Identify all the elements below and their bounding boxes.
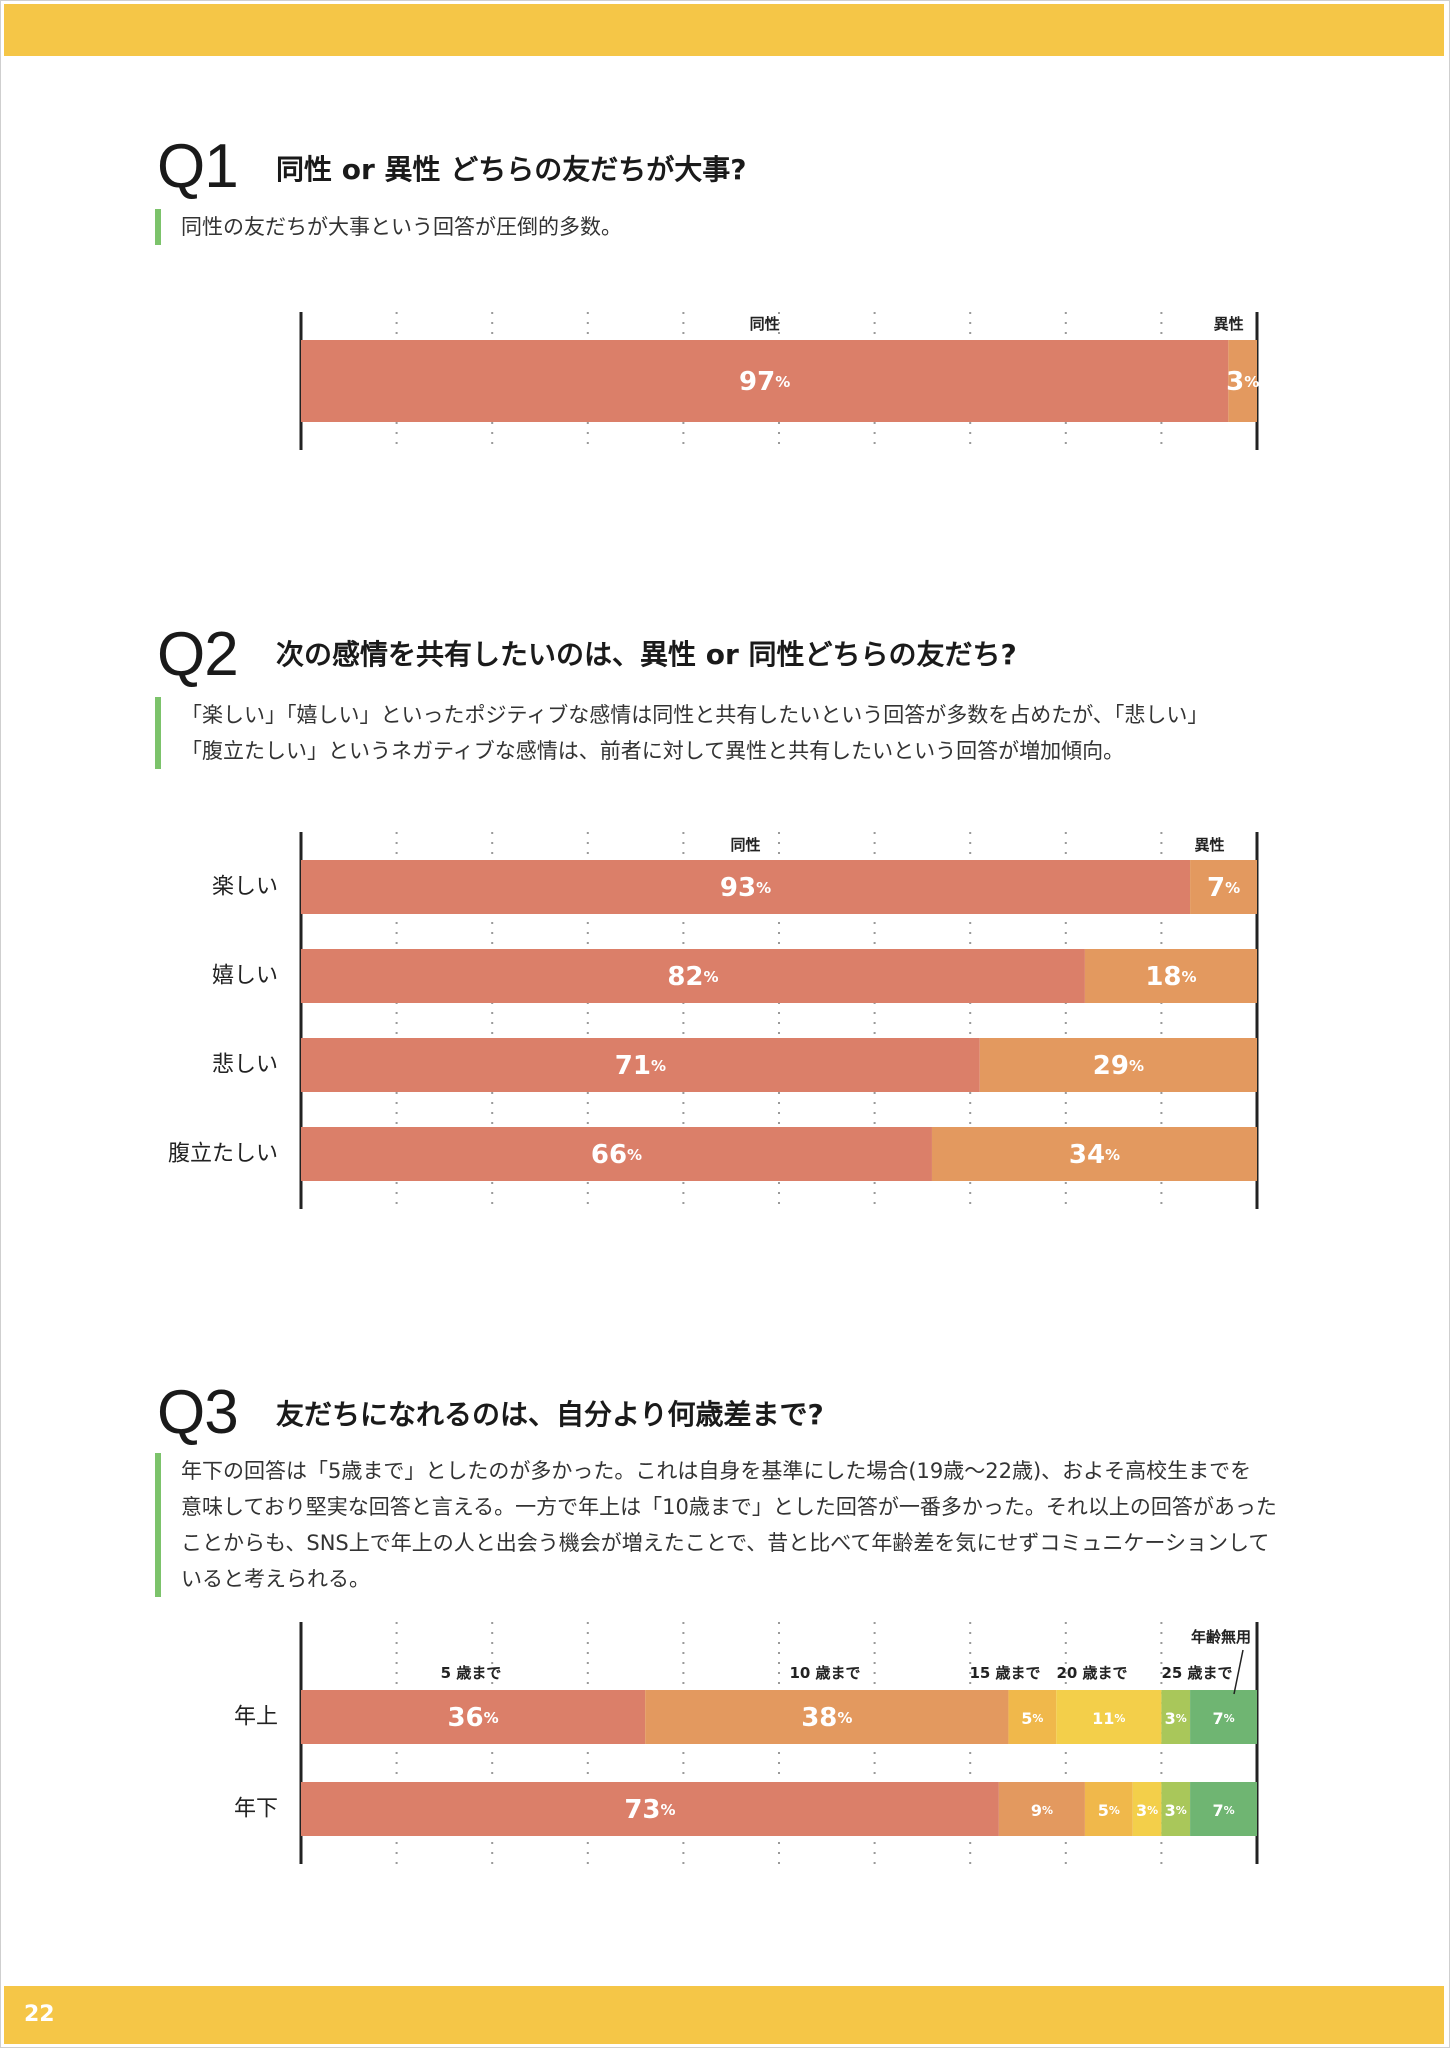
legend-label: 10 歳まで — [789, 1664, 860, 1682]
legend-label: 同性 — [731, 836, 761, 854]
category-label: 嬉しい — [212, 964, 278, 989]
category-label: 悲しい — [212, 1053, 278, 1078]
bar-value-label: 93% — [720, 873, 771, 903]
q3-number: Q3 — [157, 1378, 239, 1447]
bar-value-label: 73% — [624, 1795, 675, 1825]
legend-pointer-line — [1233, 1649, 1244, 1695]
bar-value-label: 34% — [1069, 1140, 1120, 1170]
bar-segment — [301, 1127, 932, 1181]
bar-value-label: 82% — [667, 962, 718, 992]
bar-segment — [1084, 949, 1257, 1003]
page-number: 22 — [24, 2002, 55, 2027]
q2-description: 「楽しい」「嬉しい」といったポジティブな感情は同性と共有したいという回答が多数を… — [155, 697, 1208, 769]
legend-label: 20 歳まで — [1056, 1664, 1127, 1682]
category-label: 楽しい — [212, 875, 278, 900]
bar-value-label: 71% — [615, 1051, 666, 1081]
bar-segment — [998, 1782, 1085, 1836]
bar-segment — [1190, 860, 1257, 914]
legend-label: 5 歳まで — [441, 1664, 502, 1682]
bar-segment — [1190, 1690, 1257, 1744]
legend-label: 同性 — [750, 315, 780, 333]
bar-segment — [301, 1038, 980, 1092]
q2-chart: 93% 7% 楽しい 82% 18% 嬉しい 71% 29% 悲しい 66% 34% 腹立たしい 同性 異… — [168, 832, 1259, 1209]
bar-value-label: 97% — [739, 367, 790, 397]
bar-segment — [931, 1127, 1257, 1181]
bar-segment — [1056, 1690, 1162, 1744]
legend-label: 15 歳まで — [969, 1664, 1040, 1682]
bar-segment — [1161, 1690, 1191, 1744]
bar-value-label: 3% — [1226, 367, 1259, 397]
legend-label: 年齢無用 — [1191, 1628, 1251, 1646]
category-label: 腹立たしい — [168, 1142, 278, 1167]
q1-title: 同性 or 異性 どちらの友だちが大事? — [276, 153, 747, 186]
bar-value-label: 66% — [591, 1140, 642, 1170]
legend-label: 25 歳まで — [1161, 1664, 1232, 1682]
bar-value-label: 3% — [1165, 1709, 1187, 1728]
bar-segment — [1161, 1782, 1191, 1836]
q3-chart: 36% 38% 5% 11% 3% 7% 年上 73% 9% 5% 3% 3% 7% 年下 5 歳まで 10 … — [234, 1622, 1259, 1864]
bar-segment — [301, 1782, 999, 1836]
category-label: 年上 — [234, 1705, 278, 1730]
bar-value-label: 7% — [1212, 1801, 1234, 1820]
bar-value-label: 29% — [1093, 1051, 1144, 1081]
bar-value-label: 11% — [1092, 1709, 1125, 1728]
q1-description: 同性の友だちが大事という回答が圧倒的多数。 — [155, 209, 622, 245]
bar-segment — [1008, 1690, 1057, 1744]
legend-label: 異性 — [1214, 315, 1244, 333]
bar-segment — [301, 860, 1191, 914]
q2-number: Q2 — [157, 620, 239, 689]
bar-segment — [1228, 340, 1257, 422]
bar-value-label: 3% — [1136, 1801, 1158, 1820]
q3-title: 友だちになれるのは、自分より何歳差まで? — [276, 1398, 824, 1431]
bar-value-label: 7% — [1212, 1709, 1234, 1728]
legend-label: 異性 — [1195, 836, 1225, 854]
q3-description: 年下の回答は「5歳まで」としたのが多かった。これは自身を基準にした場合(19歳〜… — [155, 1453, 1277, 1597]
q2-title: 次の感情を共有したいのは、異性 or 同性どちらの友だち? — [276, 638, 1017, 671]
q1-number: Q1 — [157, 132, 239, 201]
bar-value-label: 18% — [1145, 962, 1196, 992]
bar-value-label: 5% — [1021, 1709, 1043, 1728]
bar-segment — [1084, 1782, 1133, 1836]
q1-chart: 97% 3% 同性 異性 — [299, 312, 1259, 450]
bar-value-label: 38% — [801, 1703, 852, 1733]
bar-value-label: 3% — [1165, 1801, 1187, 1820]
footer-band — [4, 1986, 1444, 2044]
bar-segment — [1190, 1782, 1257, 1836]
bar-segment — [1132, 1782, 1162, 1836]
bar-segment — [301, 340, 1229, 422]
bar-segment — [979, 1038, 1257, 1092]
bar-segment — [301, 949, 1085, 1003]
bar-value-label: 7% — [1207, 873, 1240, 903]
bar-value-label: 5% — [1098, 1801, 1120, 1820]
header-band — [4, 4, 1444, 56]
bar-value-label: 9% — [1031, 1801, 1053, 1820]
category-label: 年下 — [234, 1797, 278, 1822]
bar-segment — [301, 1690, 646, 1744]
bar-value-label: 36% — [447, 1703, 498, 1733]
bar-segment — [645, 1690, 1009, 1744]
